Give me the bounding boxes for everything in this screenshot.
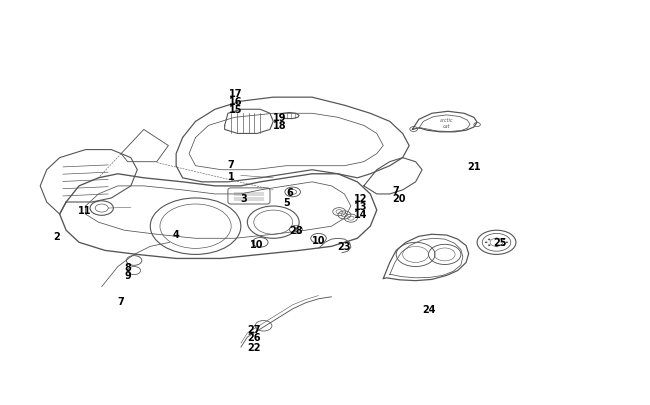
Circle shape: [502, 239, 505, 241]
Text: 4: 4: [173, 230, 179, 240]
Text: 28: 28: [289, 226, 303, 236]
Text: arctic
cat: arctic cat: [440, 118, 454, 129]
Text: 26: 26: [247, 332, 261, 342]
Text: 9: 9: [124, 270, 131, 280]
Text: 7: 7: [118, 296, 125, 306]
Text: 6: 6: [286, 188, 292, 197]
Text: 18: 18: [273, 121, 287, 131]
Circle shape: [506, 242, 508, 243]
Text: 23: 23: [337, 242, 351, 252]
Text: 13: 13: [354, 202, 367, 211]
Text: 2: 2: [53, 232, 60, 242]
Text: 5: 5: [283, 198, 289, 207]
Circle shape: [488, 245, 491, 246]
Circle shape: [488, 239, 491, 241]
Text: 15: 15: [229, 105, 242, 115]
Text: 7: 7: [227, 159, 235, 169]
Text: 8: 8: [124, 262, 131, 272]
Text: 16: 16: [229, 97, 242, 107]
Text: 17: 17: [229, 89, 242, 99]
Text: 10: 10: [312, 236, 325, 246]
Circle shape: [495, 246, 498, 247]
Text: 7: 7: [393, 185, 400, 196]
Text: 25: 25: [493, 238, 506, 248]
Circle shape: [495, 238, 498, 239]
Text: 11: 11: [77, 206, 91, 215]
Text: 24: 24: [422, 304, 436, 314]
Text: 1: 1: [227, 171, 235, 181]
Text: 22: 22: [247, 342, 261, 352]
Text: 19: 19: [273, 113, 287, 123]
Text: 3: 3: [240, 194, 248, 203]
Text: 10: 10: [250, 240, 264, 250]
Text: 14: 14: [354, 209, 367, 220]
Text: 21: 21: [467, 161, 480, 171]
Text: 20: 20: [393, 194, 406, 203]
Circle shape: [485, 242, 488, 243]
Circle shape: [502, 245, 505, 246]
Text: 27: 27: [247, 324, 261, 334]
Text: 12: 12: [354, 194, 367, 203]
